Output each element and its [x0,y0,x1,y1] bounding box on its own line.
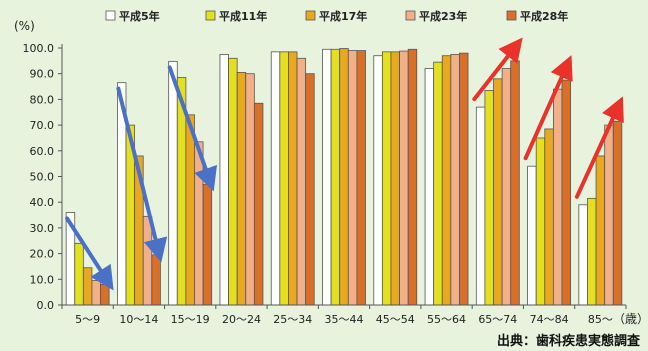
bar [347,50,358,306]
y-tick-label: 90.0 [30,68,55,81]
trend-arrow-down [65,216,114,291]
bar [279,51,289,306]
legend-swatch [405,10,416,21]
legend-swatch [305,10,316,21]
bar [527,165,537,306]
legend-swatch [506,10,517,21]
bar [561,79,571,306]
bar [587,197,597,306]
bar [578,204,588,306]
trend-arrows [65,37,624,291]
bar [399,50,409,306]
bar [595,155,606,306]
bar [82,267,93,306]
x-tick-label: 10～14 [119,313,158,326]
x-tick-label: 5～9 [75,313,100,326]
bar [612,120,623,306]
bar [194,141,204,306]
bar [493,78,503,306]
y-tick-label: 30.0 [30,222,55,235]
y-tick-label: 20.0 [30,248,55,261]
bar [433,61,443,306]
legend-label: 平成5年 [119,9,160,23]
x-tick-label: 55～64 [427,313,466,326]
legend-label: 平成11年 [219,9,267,23]
x-tick-label: 15～19 [171,313,210,326]
x-axis-unit: （歳） [613,312,648,326]
bar [185,114,195,306]
bar [168,60,178,306]
bar [552,88,563,306]
trend-arrow-up [472,37,523,102]
bars [65,48,623,306]
y-tick-label: 100.0 [23,42,55,55]
bar [100,284,110,306]
trend-arrow-down [116,86,168,263]
trend-arrow-up [574,96,624,199]
bar [236,72,247,306]
legend-swatch [205,10,216,21]
bar [424,68,435,306]
y-tick-label: 10.0 [30,273,55,286]
bar [390,51,400,306]
bar [305,73,315,306]
y-axis: 0.0 10.0 20.0 30.0 40.0 50.0 60.0 70.0 80.0 90.0 1… [23,42,63,312]
bar [322,48,332,306]
legend-label: 平成28年 [520,9,568,23]
bar [228,57,238,306]
legend-swatch [105,10,116,21]
bar [604,124,614,306]
bar [501,68,512,306]
bar [253,102,264,306]
bar [288,51,298,306]
bar [270,51,281,306]
bar [202,183,213,306]
bar [142,215,153,306]
bar [339,48,349,306]
y-tick-label: 60.0 [30,145,55,158]
y-tick-label: 80.0 [30,93,55,106]
bar [151,254,161,306]
bar [381,51,392,306]
bar [74,242,84,306]
bar [535,137,546,306]
bar [484,90,494,306]
x-tick-label: 35～44 [325,313,364,326]
bar [459,52,469,306]
y-axis-unit: (%) [14,19,35,33]
bar [441,55,452,306]
x-tick-label: 20～24 [222,313,261,326]
bar [373,55,383,306]
x-tick-label: 85～ [588,313,613,326]
bar [475,106,486,306]
bar [245,73,255,306]
legend: 平成5年 平成11年 平成17年 平成23年 平成28年 [105,9,568,23]
bar [219,54,229,306]
bar [544,128,554,306]
x-tick-label: 74～84 [530,313,569,326]
x-tick-label: 25～34 [273,313,312,326]
trend-arrow-down [167,65,217,192]
x-axis: 5～9 10～14 15～19 20～24 25～34 35～44 45～54 55～64 65… [61,304,627,326]
source-note: 出典：歯科疾患実態調査 [496,334,640,349]
bar [510,60,520,306]
x-tick-label: 45～54 [376,313,415,326]
bar [407,48,418,306]
trend-arrow-up [523,55,573,161]
y-tick-label: 0.0 [37,299,55,312]
bar [330,48,341,306]
bar [450,54,460,306]
bar [356,50,366,306]
y-tick-label: 40.0 [30,196,55,209]
y-tick-label: 70.0 [30,119,55,132]
legend-label: 平成17年 [319,9,367,23]
y-tick-label: 50.0 [30,171,55,184]
legend-label: 平成23年 [419,9,467,23]
x-tick-label: 65～74 [478,313,517,326]
bar [91,280,101,306]
bar [296,57,307,306]
